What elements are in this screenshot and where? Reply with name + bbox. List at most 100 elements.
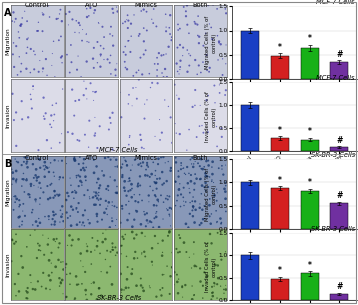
- Point: [13, 169, 19, 174]
- Point: [168, 166, 174, 170]
- Point: [82, 175, 88, 180]
- Point: [212, 282, 218, 286]
- Point: [59, 131, 64, 136]
- Point: [93, 193, 98, 198]
- Point: [104, 248, 110, 253]
- Point: [57, 140, 63, 145]
- Point: [163, 29, 169, 34]
- Point: [72, 30, 78, 35]
- Point: [208, 25, 214, 30]
- Point: [139, 231, 145, 235]
- Point: [42, 167, 47, 172]
- Bar: [301, 273, 319, 300]
- Point: [221, 172, 226, 177]
- Point: [216, 39, 222, 44]
- Bar: [301, 140, 319, 151]
- Point: [126, 199, 132, 204]
- Point: [13, 143, 19, 148]
- Point: [71, 196, 77, 201]
- Point: [119, 203, 125, 208]
- Bar: [330, 147, 348, 151]
- Point: [67, 214, 73, 218]
- Point: [25, 45, 30, 50]
- Point: [22, 9, 28, 14]
- Point: [79, 223, 85, 228]
- Point: [179, 284, 185, 289]
- Point: [44, 184, 50, 188]
- Point: [82, 223, 87, 228]
- Point: [151, 7, 156, 12]
- Text: SK-BR-3 Cells: SK-BR-3 Cells: [97, 295, 141, 301]
- Point: [119, 290, 125, 295]
- Point: [95, 60, 100, 65]
- Point: [50, 217, 55, 221]
- Point: [86, 40, 92, 45]
- Point: [169, 206, 175, 211]
- Point: [122, 158, 128, 163]
- Point: [21, 177, 26, 182]
- Point: [130, 74, 136, 78]
- Point: [130, 267, 135, 271]
- Point: [209, 37, 215, 41]
- Point: [108, 120, 113, 125]
- Point: [223, 42, 229, 47]
- Point: [209, 241, 214, 246]
- Point: [55, 245, 61, 250]
- Point: [60, 175, 66, 180]
- Point: [117, 90, 123, 95]
- Point: [24, 159, 30, 164]
- Point: [223, 163, 228, 167]
- Point: [26, 192, 32, 197]
- Text: *: *: [308, 178, 311, 187]
- Point: [46, 170, 52, 174]
- Point: [187, 211, 193, 216]
- Point: [81, 93, 87, 98]
- Point: [47, 287, 53, 292]
- Point: [209, 290, 215, 295]
- Point: [142, 173, 148, 178]
- Point: [82, 270, 88, 274]
- Point: [210, 294, 216, 299]
- Point: [218, 257, 224, 262]
- Point: [100, 24, 105, 29]
- Point: [105, 212, 110, 217]
- Point: [223, 287, 229, 292]
- Point: [55, 16, 61, 21]
- Point: [214, 190, 220, 195]
- Point: [219, 135, 224, 139]
- Text: Control: Control: [25, 155, 49, 161]
- Point: [151, 216, 157, 221]
- Point: [114, 190, 120, 195]
- Point: [126, 211, 132, 216]
- Point: [60, 87, 66, 92]
- Point: [9, 259, 14, 264]
- Point: [160, 155, 166, 160]
- Point: [173, 155, 179, 160]
- Point: [125, 265, 130, 270]
- Point: [13, 178, 19, 183]
- Point: [36, 69, 42, 74]
- Point: [80, 27, 86, 32]
- Point: [187, 63, 192, 68]
- Point: [207, 231, 213, 236]
- Point: [68, 42, 74, 47]
- Point: [190, 206, 196, 211]
- Point: [176, 96, 182, 101]
- Point: [84, 244, 90, 249]
- Bar: [330, 62, 348, 79]
- Point: [11, 118, 17, 123]
- Point: [114, 61, 120, 66]
- Point: [221, 287, 227, 292]
- Text: MCF-7 Cells: MCF-7 Cells: [100, 146, 138, 152]
- Point: [177, 26, 183, 31]
- Point: [142, 234, 148, 239]
- Point: [93, 89, 99, 94]
- Point: [28, 280, 34, 285]
- Point: [198, 221, 204, 225]
- Point: [166, 25, 172, 30]
- Point: [110, 33, 115, 38]
- Point: [159, 70, 165, 75]
- Point: [197, 177, 203, 182]
- Point: [125, 217, 130, 222]
- Point: [198, 157, 204, 162]
